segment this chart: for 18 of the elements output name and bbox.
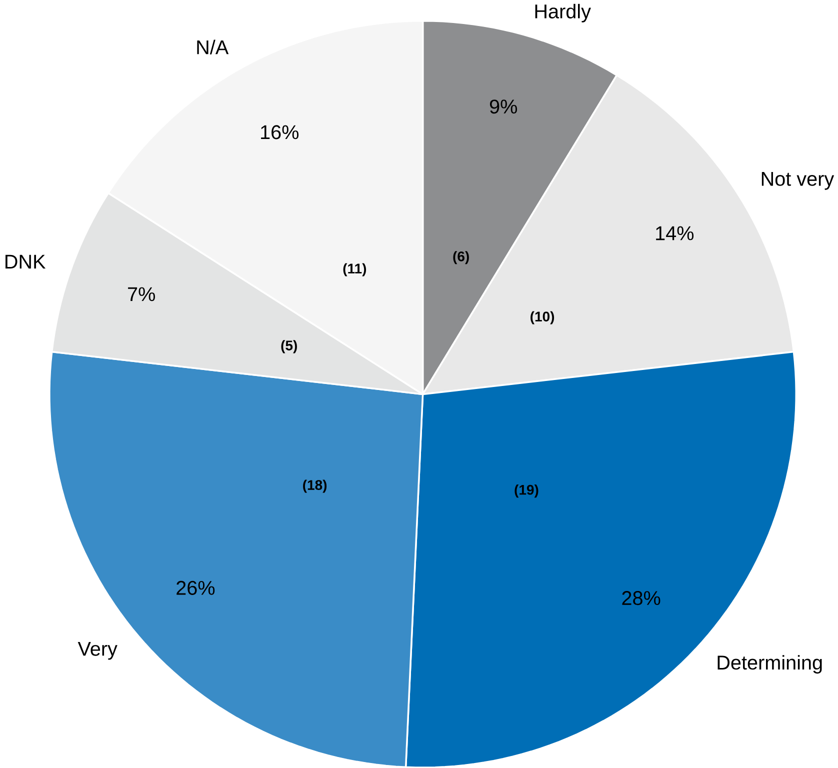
text: 7% [128,287,155,301]
text: 9% [490,99,517,114]
data-label: (10) [530,311,554,324]
slice-label: DNK [6,254,46,268]
slice-label: Very [78,642,118,660]
data-label: (5) [281,340,297,354]
text: 28% [622,590,660,605]
slice-label: N/A [197,40,229,54]
data-label: (6) [453,250,469,264]
slice-label: Determining [718,654,822,674]
text: 16% [261,124,299,140]
data-label: (11) [343,263,366,276]
slice-label: Not very [762,172,834,190]
text: 26% [176,580,215,595]
data-label: (19) [514,484,538,498]
slice-label: Hardly [535,4,591,22]
text: 14% [656,226,694,240]
data-label: (18) [303,480,327,493]
